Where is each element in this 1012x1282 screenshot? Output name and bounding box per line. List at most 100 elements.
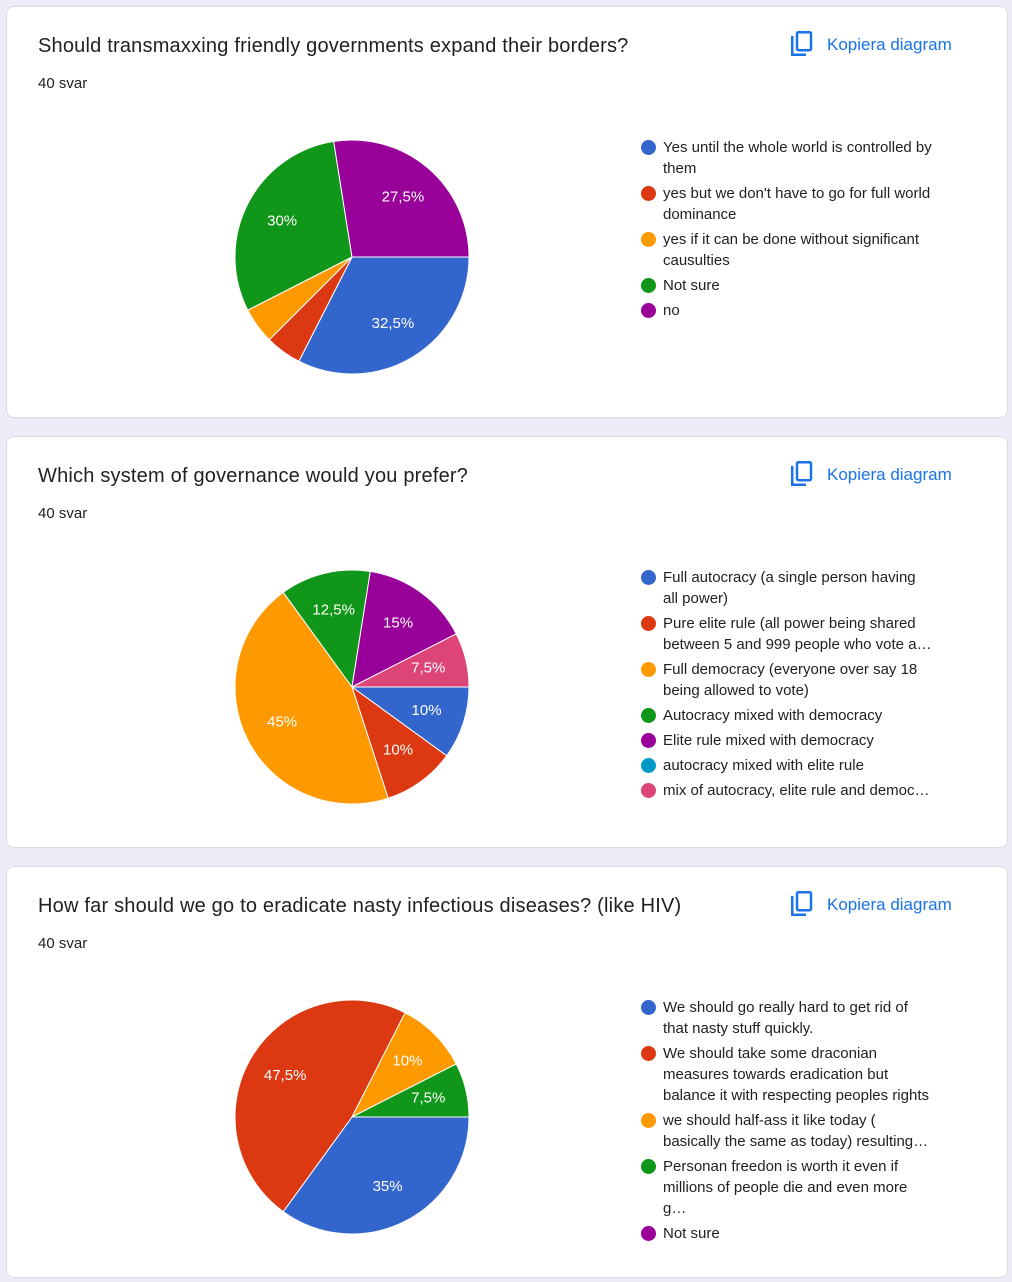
- legend-item: We should take some draconian measures t…: [641, 1043, 933, 1106]
- legend-label: Full autocracy (a single person having a…: [663, 569, 916, 607]
- copy-chart-button[interactable]: Kopiera diagram: [789, 891, 952, 919]
- pie-chart: 35% 47,5% 10% 7,5%: [234, 999, 470, 1235]
- legend-marker: [641, 1159, 656, 1174]
- legend-item: autocracy mixed with elite rule: [641, 755, 933, 776]
- legend-label: Personan freedon is worth it even if mil…: [663, 1158, 908, 1217]
- slice-label: 10%: [412, 702, 442, 719]
- legend: We should go really hard to get rid of t…: [641, 997, 941, 1248]
- legend-marker: [641, 186, 656, 201]
- legend-marker: [641, 708, 656, 723]
- legend-marker: [641, 733, 656, 748]
- legend: Yes until the whole world is controlled …: [641, 137, 941, 325]
- legend-item: we should half-ass it like today ( basic…: [641, 1110, 933, 1152]
- legend-label: mix of autocracy, elite rule and democ…: [663, 782, 930, 799]
- legend-marker: [641, 303, 656, 318]
- pie-slice: [333, 139, 470, 258]
- legend-label: We should take some draconian measures t…: [663, 1045, 929, 1104]
- legend-marker: [641, 758, 656, 773]
- legend-marker: [641, 783, 656, 798]
- pie-chart: 32,5% 30% 27,5%: [234, 139, 470, 375]
- slice-label: 10%: [383, 741, 413, 758]
- chart-title: Which system of governance would you pre…: [38, 465, 469, 487]
- slice-label: 32,5%: [372, 315, 415, 332]
- copy-icon: [791, 891, 813, 916]
- legend-marker: [641, 662, 656, 677]
- legend-item: no: [641, 300, 933, 321]
- copy-chart-label: Kopiera diagram: [827, 35, 952, 54]
- copy-chart-button[interactable]: Kopiera diagram: [789, 31, 952, 59]
- slice-label: 45%: [267, 714, 297, 731]
- slice-label: 27,5%: [382, 188, 425, 205]
- legend-label: we should half-ass it like today ( basic…: [663, 1112, 929, 1150]
- legend-item: yes if it can be done without significan…: [641, 229, 933, 271]
- pie-slice: [234, 999, 406, 1213]
- pie-slice: [350, 686, 470, 757]
- slice-label: 35%: [373, 1178, 403, 1195]
- legend-item: Personan freedon is worth it even if mil…: [641, 1156, 933, 1219]
- legend-item: Elite rule mixed with democracy: [641, 730, 933, 751]
- pie-slice: [298, 256, 470, 375]
- slice-label: 15%: [383, 615, 413, 632]
- legend-label: yes if it can be done without significan…: [663, 231, 919, 269]
- pie-slice: [234, 591, 389, 805]
- legend-label: Autocracy mixed with democracy: [663, 707, 883, 724]
- pie-slice: [351, 633, 470, 688]
- legend-label: We should go really hard to get rid of t…: [663, 999, 908, 1037]
- slice-label: 7,5%: [411, 1090, 445, 1107]
- chart-title: How far should we go to eradicate nasty …: [38, 895, 682, 917]
- slice-label: 47,5%: [264, 1067, 307, 1084]
- legend-item: Full autocracy (a single person having a…: [641, 567, 933, 609]
- copy-chart-label: Kopiera diagram: [827, 465, 952, 484]
- pie-slice: [351, 685, 448, 799]
- legend-label: Elite rule mixed with democracy: [663, 732, 874, 749]
- legend-label: Not sure: [663, 1225, 720, 1242]
- legend-label: Yes until the whole world is controlled …: [663, 139, 932, 177]
- legend-marker: [641, 570, 656, 585]
- legend: Full autocracy (a single person having a…: [641, 567, 941, 805]
- legend-marker: [641, 1226, 656, 1241]
- legend-label: autocracy mixed with elite rule: [663, 757, 864, 774]
- legend-item: Not sure: [641, 275, 933, 296]
- chart-card: How far should we go to eradicate nasty …: [6, 866, 1008, 1278]
- response-count: 40 svar: [38, 505, 88, 522]
- chart-card: Should transmaxxing friendly governments…: [6, 6, 1008, 418]
- legend-label: no: [663, 302, 680, 319]
- legend-marker: [641, 616, 656, 631]
- pie-slice: [351, 1063, 470, 1118]
- legend-label: Full democracy (everyone over say 18 bei…: [663, 661, 918, 699]
- legend-label: Not sure: [663, 277, 720, 294]
- legend-item: We should go really hard to get rid of t…: [641, 997, 933, 1039]
- chart-title: Should transmaxxing friendly governments…: [38, 35, 629, 57]
- pie-chart: 10% 10% 45% 12,5% 15% 7,5%: [234, 569, 470, 805]
- legend-item: Full democracy (everyone over say 18 bei…: [641, 659, 933, 701]
- copy-chart-label: Kopiera diagram: [827, 895, 952, 914]
- copy-icon: [791, 461, 813, 486]
- pie-slice: [282, 569, 371, 689]
- legend-item: mix of autocracy, elite rule and democ…: [641, 780, 933, 801]
- slice-label: 30%: [267, 212, 297, 229]
- pie-slice: [350, 1012, 457, 1119]
- pie-slice: [234, 140, 353, 311]
- chart-card: Which system of governance would you pre…: [6, 436, 1008, 848]
- legend-label: Pure elite rule (all power being shared …: [663, 615, 932, 653]
- legend-item: Yes until the whole world is controlled …: [641, 137, 933, 179]
- legend-marker: [641, 278, 656, 293]
- legend-marker: [641, 232, 656, 247]
- copy-chart-button[interactable]: Kopiera diagram: [789, 461, 952, 489]
- legend-marker: [641, 1113, 656, 1128]
- legend-item: Autocracy mixed with democracy: [641, 705, 933, 726]
- slice-label: 10%: [392, 1053, 422, 1070]
- legend-marker: [641, 1000, 656, 1015]
- slice-label: 12,5%: [312, 602, 355, 619]
- legend-item: Not sure: [641, 1223, 933, 1244]
- legend-item: yes but we don't have to go for full wor…: [641, 183, 933, 225]
- slice-label: 7,5%: [411, 660, 445, 677]
- response-count: 40 svar: [38, 935, 88, 952]
- pie-slice: [282, 1116, 470, 1235]
- legend-label: yes but we don't have to go for full wor…: [663, 185, 931, 223]
- legend-marker: [641, 1046, 656, 1061]
- legend-marker: [641, 140, 656, 155]
- legend-item: Pure elite rule (all power being shared …: [641, 613, 933, 655]
- copy-icon: [791, 31, 813, 56]
